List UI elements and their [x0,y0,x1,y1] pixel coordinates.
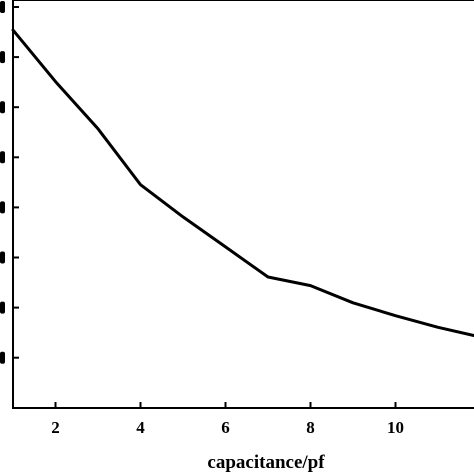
x-axis-ticks: 2 4 6 8 10 [51,402,404,437]
x-tick-label: 4 [136,418,145,437]
y-tick-label-fragment [0,101,5,114]
y-tick-label-fragment [0,151,5,164]
plot-frame [12,0,474,409]
y-tick-label-fragment [0,251,5,264]
series-line [11,28,474,338]
y-tick-label-fragment [0,201,5,214]
y-tick-label-fragment [0,301,5,314]
x-tick-label: 6 [221,418,230,437]
y-tick-label-fragment [0,351,5,364]
x-axis-title: capacitance/pf [207,452,325,473]
y-tick-label-fragment [0,1,5,13]
x-tick-label: 8 [306,418,315,437]
x-tick-label: 2 [51,418,60,437]
x-tick-label: 10 [387,418,404,437]
y-axis-ticks [0,1,19,364]
y-tick-label-fragment [0,51,5,64]
